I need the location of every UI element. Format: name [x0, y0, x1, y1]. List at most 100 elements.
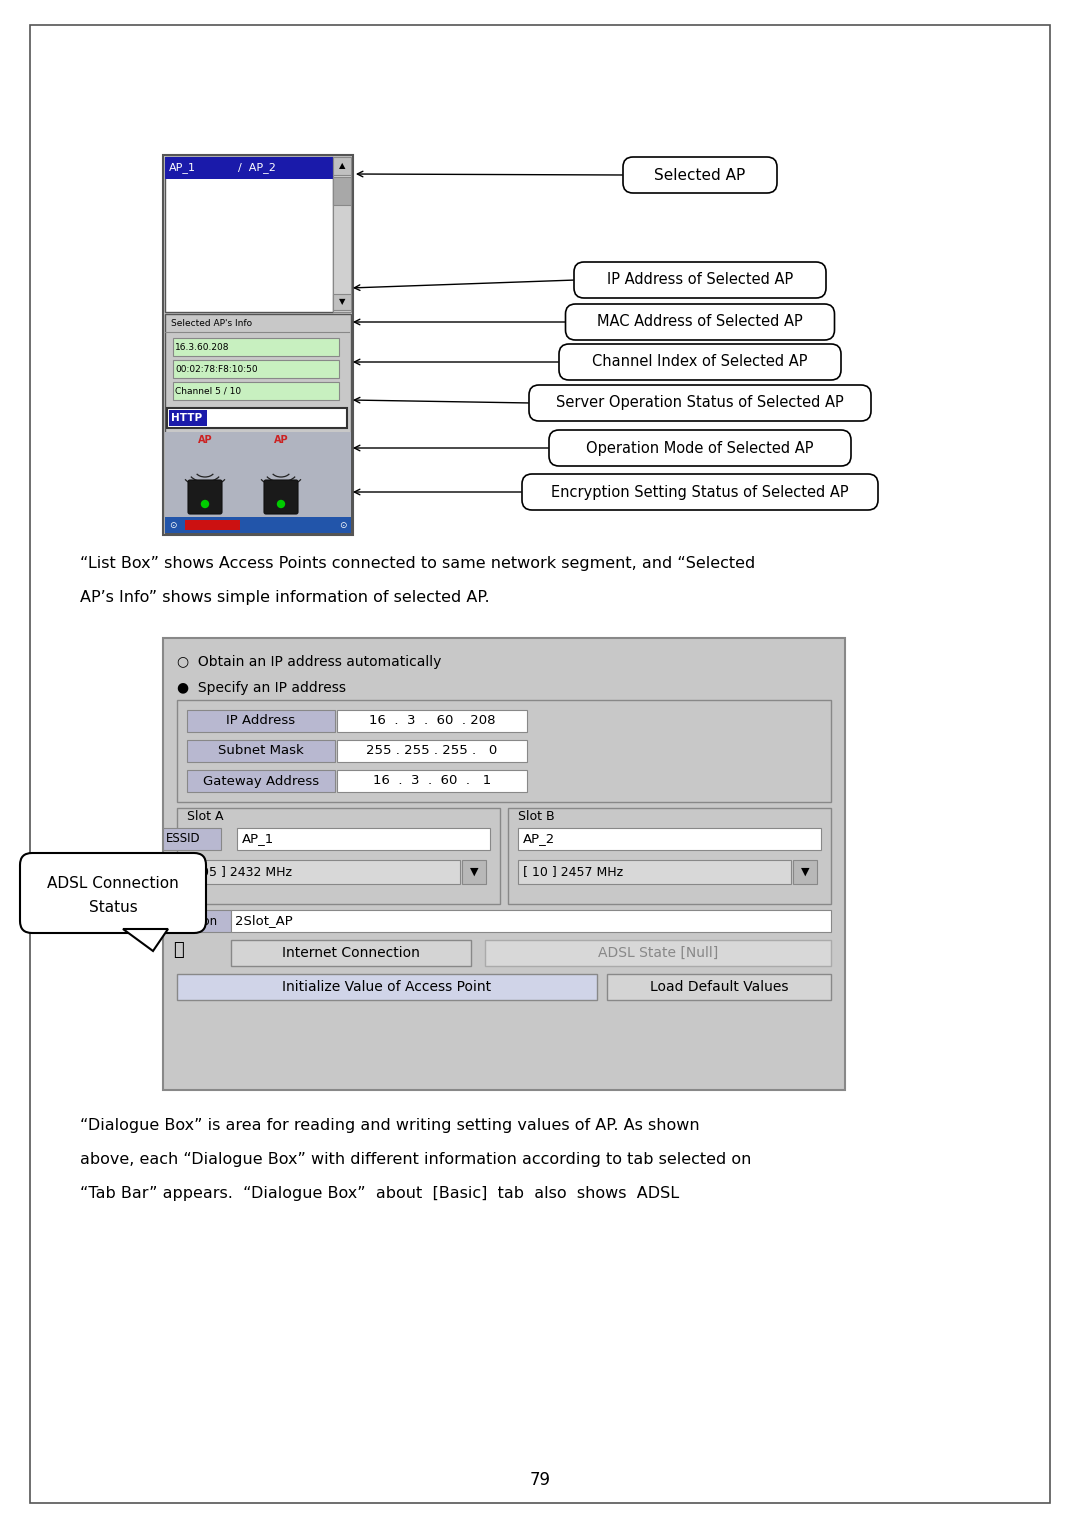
Text: 16.3.60.208: 16.3.60.208 — [175, 342, 229, 351]
FancyBboxPatch shape — [529, 385, 870, 422]
FancyBboxPatch shape — [264, 480, 298, 513]
Polygon shape — [123, 929, 168, 950]
Text: Slot A: Slot A — [187, 810, 224, 822]
Text: Channel Index of Selected AP: Channel Index of Selected AP — [592, 354, 808, 370]
Text: Initialize Value of Access Point: Initialize Value of Access Point — [283, 979, 491, 995]
Text: ADSL Connection: ADSL Connection — [48, 876, 179, 891]
Bar — [237, 828, 490, 850]
Bar — [163, 828, 221, 850]
Bar — [187, 770, 335, 792]
Text: ●  Specify an IP address: ● Specify an IP address — [177, 681, 346, 695]
Bar — [163, 911, 231, 932]
Bar — [337, 740, 527, 762]
Bar — [607, 973, 831, 999]
Bar — [173, 361, 339, 377]
Text: 2Slot_AP: 2Slot_AP — [235, 914, 293, 927]
Text: 79: 79 — [529, 1471, 551, 1488]
Text: [ 10 ] 2457 MHz: [ 10 ] 2457 MHz — [523, 865, 623, 879]
Text: 255 . 255 . 255 .   0: 255 . 255 . 255 . 0 — [366, 744, 498, 758]
Bar — [165, 157, 333, 312]
Bar — [231, 940, 471, 966]
Text: ▼: ▼ — [339, 298, 346, 307]
Text: scription: scription — [166, 914, 217, 927]
Text: Selected AP's Info: Selected AP's Info — [171, 319, 252, 329]
Text: 16  .  3  .  60  .   1: 16 . 3 . 60 . 1 — [373, 775, 491, 787]
Bar — [518, 860, 791, 885]
Text: Internet Connection: Internet Connection — [282, 946, 420, 960]
Text: 🖥: 🖥 — [173, 941, 184, 960]
Text: “Dialogue Box” is area for reading and writing setting values of AP. As shown: “Dialogue Box” is area for reading and w… — [80, 1118, 700, 1132]
Text: 16  .  3  .  60  . 208: 16 . 3 . 60 . 208 — [368, 715, 496, 727]
Bar — [165, 157, 333, 179]
FancyBboxPatch shape — [549, 429, 851, 466]
Text: Status: Status — [89, 900, 137, 914]
Bar — [165, 516, 351, 533]
Text: “List Box” shows Access Points connected to same network segment, and “Selected: “List Box” shows Access Points connected… — [80, 556, 755, 571]
Text: IP Address of Selected AP: IP Address of Selected AP — [607, 272, 793, 287]
Text: AP_1: AP_1 — [168, 162, 195, 174]
Bar — [337, 770, 527, 792]
Text: AP_2: AP_2 — [523, 833, 555, 845]
Text: Gateway Address: Gateway Address — [203, 775, 319, 787]
Text: Subnet Mask: Subnet Mask — [218, 744, 303, 758]
Bar — [333, 157, 351, 312]
Text: Encryption Setting Status of Selected AP: Encryption Setting Status of Selected AP — [551, 484, 849, 500]
FancyBboxPatch shape — [188, 480, 222, 513]
Text: ○  Obtain an IP address automatically: ○ Obtain an IP address automatically — [177, 656, 442, 669]
Bar — [333, 177, 351, 205]
Text: Load Default Values: Load Default Values — [650, 979, 788, 995]
Text: Selected AP: Selected AP — [654, 168, 745, 182]
Bar — [187, 711, 335, 732]
Bar — [173, 338, 339, 356]
Text: ▼: ▼ — [800, 866, 809, 877]
Text: MAC Address of Selected AP: MAC Address of Selected AP — [597, 315, 802, 330]
Text: ESSID: ESSID — [166, 833, 201, 845]
Bar — [167, 408, 347, 428]
Text: Slot B: Slot B — [518, 810, 555, 822]
Bar — [187, 860, 460, 885]
Bar — [165, 432, 351, 516]
Text: ADSL State [Null]: ADSL State [Null] — [598, 946, 718, 960]
FancyBboxPatch shape — [573, 261, 826, 298]
Circle shape — [202, 501, 208, 507]
Text: Channel 5 / 10: Channel 5 / 10 — [175, 387, 241, 396]
Bar — [168, 410, 207, 426]
Bar — [163, 154, 353, 535]
Text: AP: AP — [273, 435, 288, 445]
FancyBboxPatch shape — [522, 474, 878, 510]
FancyBboxPatch shape — [566, 304, 835, 341]
Bar — [165, 313, 351, 533]
Bar — [462, 860, 486, 885]
Circle shape — [278, 501, 284, 507]
Text: ▼: ▼ — [470, 866, 478, 877]
Bar — [177, 808, 500, 905]
Bar — [485, 940, 831, 966]
Text: ⊙: ⊙ — [339, 521, 347, 530]
Bar — [173, 382, 339, 400]
Text: AP_1: AP_1 — [242, 833, 274, 845]
Text: AP’s Info” shows simple information of selected AP.: AP’s Info” shows simple information of s… — [80, 590, 489, 605]
Bar — [518, 828, 821, 850]
Text: “Tab Bar” appears.  “Dialogue Box”  about  [Basic]  tab  also  shows  ADSL: “Tab Bar” appears. “Dialogue Box” about … — [80, 1186, 679, 1201]
Bar — [508, 808, 831, 905]
Text: IP Address: IP Address — [227, 715, 296, 727]
Text: ▲: ▲ — [339, 162, 346, 171]
Text: ⊙: ⊙ — [168, 521, 176, 530]
Text: HTTP: HTTP — [171, 413, 202, 423]
Text: 00:02:78:F8:10:50: 00:02:78:F8:10:50 — [175, 365, 258, 373]
FancyBboxPatch shape — [623, 157, 777, 193]
Bar — [333, 157, 351, 176]
Text: Operation Mode of Selected AP: Operation Mode of Selected AP — [586, 440, 813, 455]
Bar — [231, 911, 831, 932]
Bar — [177, 700, 831, 802]
Bar — [177, 973, 597, 999]
FancyBboxPatch shape — [21, 853, 206, 934]
Text: Server Operation Status of Selected AP: Server Operation Status of Selected AP — [556, 396, 843, 411]
Text: [ 05 ] 2432 MHz: [ 05 ] 2432 MHz — [192, 865, 292, 879]
Bar — [185, 520, 240, 530]
Bar — [793, 860, 816, 885]
FancyBboxPatch shape — [559, 344, 841, 380]
Bar — [163, 639, 845, 1089]
Bar — [333, 293, 351, 310]
Text: /  AP_2: / AP_2 — [238, 162, 275, 174]
